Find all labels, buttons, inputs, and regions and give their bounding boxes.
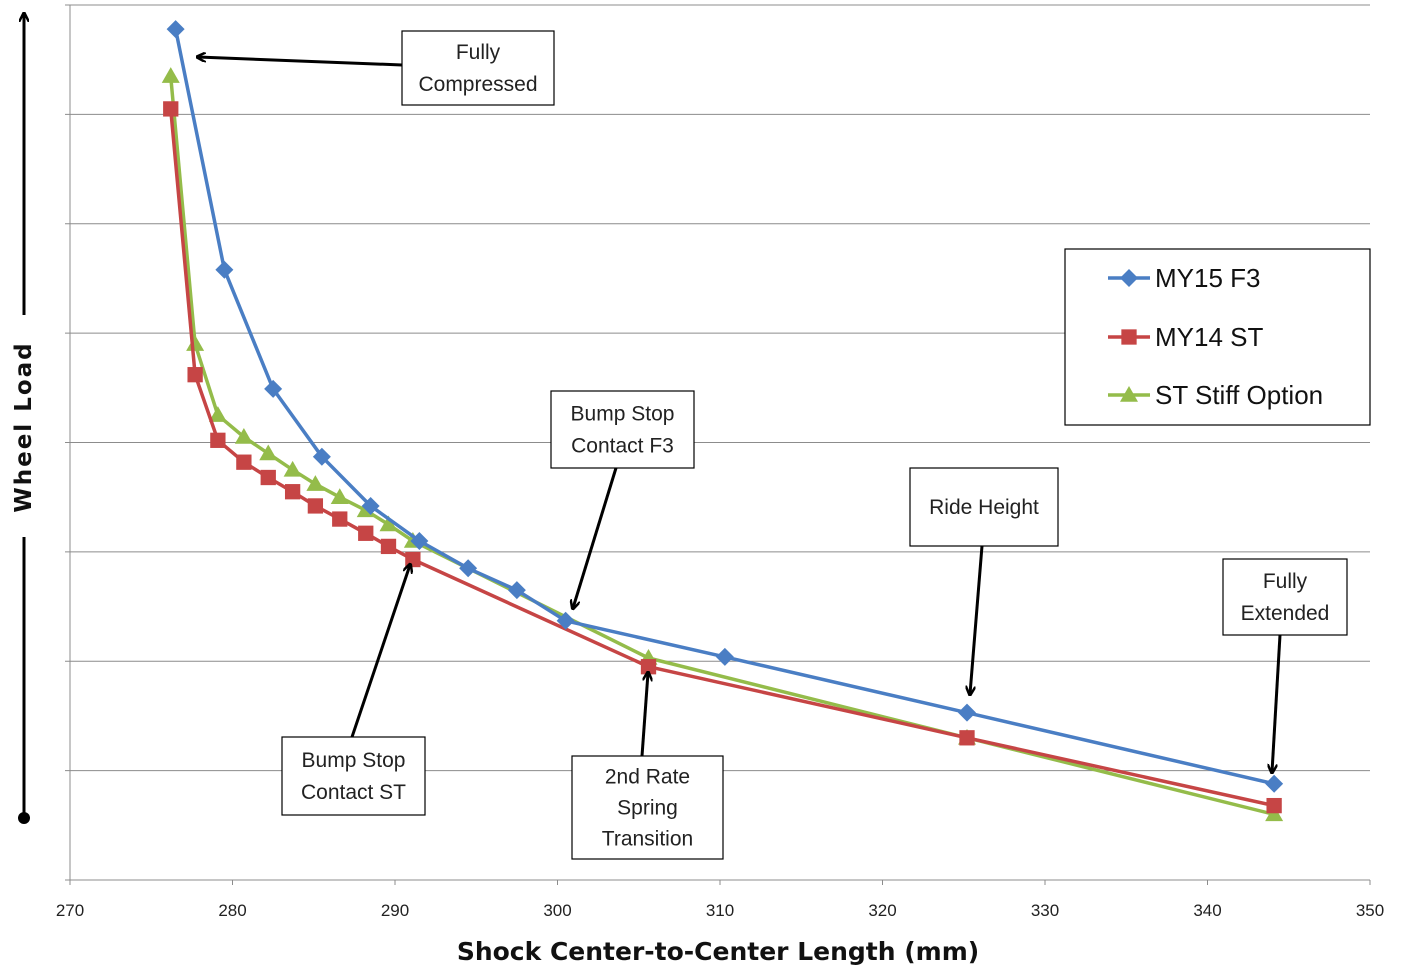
axes: 270 280 290 300 310 320 330 340 350	[56, 4, 1384, 920]
data-point	[959, 730, 975, 746]
annotation-text: Bump Stop	[571, 403, 675, 426]
data-point	[361, 496, 380, 515]
annotation-box	[571, 755, 724, 860]
annotation-text: Extended	[1241, 602, 1330, 625]
annotation-box	[281, 736, 426, 816]
annotation-arrow	[573, 467, 618, 608]
data-point	[163, 101, 179, 117]
annotation-arrow	[1272, 634, 1282, 772]
annotations: Fully Compressed Bump Stop Contact F3 Ride H…	[198, 30, 1348, 860]
data-point	[236, 454, 252, 470]
annotation-text: 2nd Rate	[605, 766, 690, 789]
data-point	[330, 488, 349, 504]
x-tick-label: 300	[543, 901, 571, 920]
series-line	[168, 75, 1275, 817]
annotation-text: Compressed	[418, 73, 537, 96]
x-tick-label: 270	[56, 901, 84, 920]
data-point	[234, 428, 253, 444]
annotation-fully-extended: Fully Extended	[1222, 558, 1348, 772]
annotation-box	[401, 30, 555, 106]
series-my15-f3	[166, 20, 1284, 793]
grid-lines	[70, 4, 1370, 772]
data-point	[210, 432, 226, 448]
annotation-arrow	[198, 57, 403, 67]
x-tick-label: 280	[218, 901, 246, 920]
data-point	[166, 20, 185, 39]
x-tick-label: 330	[1031, 901, 1059, 920]
series-plot	[161, 20, 1284, 822]
x-tick-label: 340	[1193, 901, 1221, 920]
series-line	[168, 108, 1275, 808]
data-point	[556, 611, 575, 630]
x-tick-label: 350	[1356, 901, 1384, 920]
data-point	[405, 551, 421, 568]
annotation-arrow	[640, 673, 648, 757]
data-point	[307, 498, 324, 514]
x-tick-label: 320	[868, 901, 896, 920]
legend-item: ST Stiff Option	[1108, 380, 1323, 410]
annotation-bump-stop-st: Bump Stop Contact ST	[281, 565, 426, 816]
annotation-bump-stop-f3: Bump Stop Contact F3	[550, 390, 695, 608]
x-tick-label: 290	[381, 901, 409, 920]
legend-label: MY15 F3	[1155, 263, 1261, 293]
data-point	[306, 475, 325, 491]
data-point	[283, 460, 302, 477]
data-point	[507, 581, 526, 600]
data-point	[264, 379, 283, 398]
data-point	[332, 511, 348, 527]
annotation-box	[550, 390, 695, 469]
annotation-box	[1222, 558, 1348, 636]
data-point	[380, 538, 397, 555]
legend: MY15 F3 MY14 ST ST Stiff Option	[1064, 248, 1371, 426]
annotation-text: Ride Height	[929, 496, 1039, 519]
data-point	[640, 659, 657, 675]
data-point	[1120, 269, 1138, 287]
data-point	[208, 406, 227, 422]
annotation-second-rate: 2nd Rate Spring Transition	[571, 673, 724, 860]
annotation-fully-compressed: Fully Compressed	[198, 30, 555, 106]
data-point	[379, 515, 398, 532]
x-tick-label: 310	[706, 901, 734, 920]
annotation-text: Contact ST	[301, 781, 406, 804]
annotation-text: Fully	[1263, 570, 1308, 593]
legend-label: MY14 ST	[1155, 322, 1263, 352]
data-point	[1121, 329, 1137, 345]
legend-item: MY14 ST	[1108, 322, 1263, 352]
annotation-arrow	[350, 565, 410, 738]
legend-label: ST Stiff Option	[1155, 380, 1323, 410]
y-arrow-origin	[18, 812, 30, 824]
data-point	[187, 367, 203, 383]
data-point	[1120, 386, 1138, 402]
data-point	[358, 525, 374, 541]
annotation-text: Contact F3	[571, 435, 674, 458]
data-point	[259, 444, 278, 461]
annotation-text: Transition	[602, 828, 693, 851]
annotation-arrow	[970, 545, 984, 694]
data-point	[186, 335, 205, 351]
series-my14-st	[163, 101, 1282, 814]
data-point	[161, 67, 180, 83]
annotation-ride-height: Ride Height	[909, 467, 1059, 694]
data-point	[715, 647, 734, 666]
annotation-text: Bump Stop	[302, 749, 406, 772]
series-st-stiff-option	[161, 67, 1284, 822]
annotation-box	[909, 467, 1059, 547]
annotation-text: Fully	[456, 41, 501, 64]
data-point	[410, 531, 429, 550]
data-point	[260, 469, 276, 486]
y-axis-label-group: Wheel Load	[11, 14, 37, 824]
data-point	[958, 703, 976, 722]
data-point	[284, 484, 301, 500]
legend-item: MY15 F3	[1108, 263, 1261, 293]
data-point	[215, 260, 234, 279]
data-point	[312, 447, 331, 466]
annotation-text: Spring	[617, 797, 678, 820]
y-axis-title: Wheel Load	[11, 341, 37, 512]
x-axis-title: Shock Center-to-Center Length (mm)	[457, 937, 979, 966]
data-point	[459, 559, 478, 578]
data-point	[1265, 774, 1284, 793]
data-point	[1266, 797, 1282, 814]
series-line	[173, 28, 1275, 786]
